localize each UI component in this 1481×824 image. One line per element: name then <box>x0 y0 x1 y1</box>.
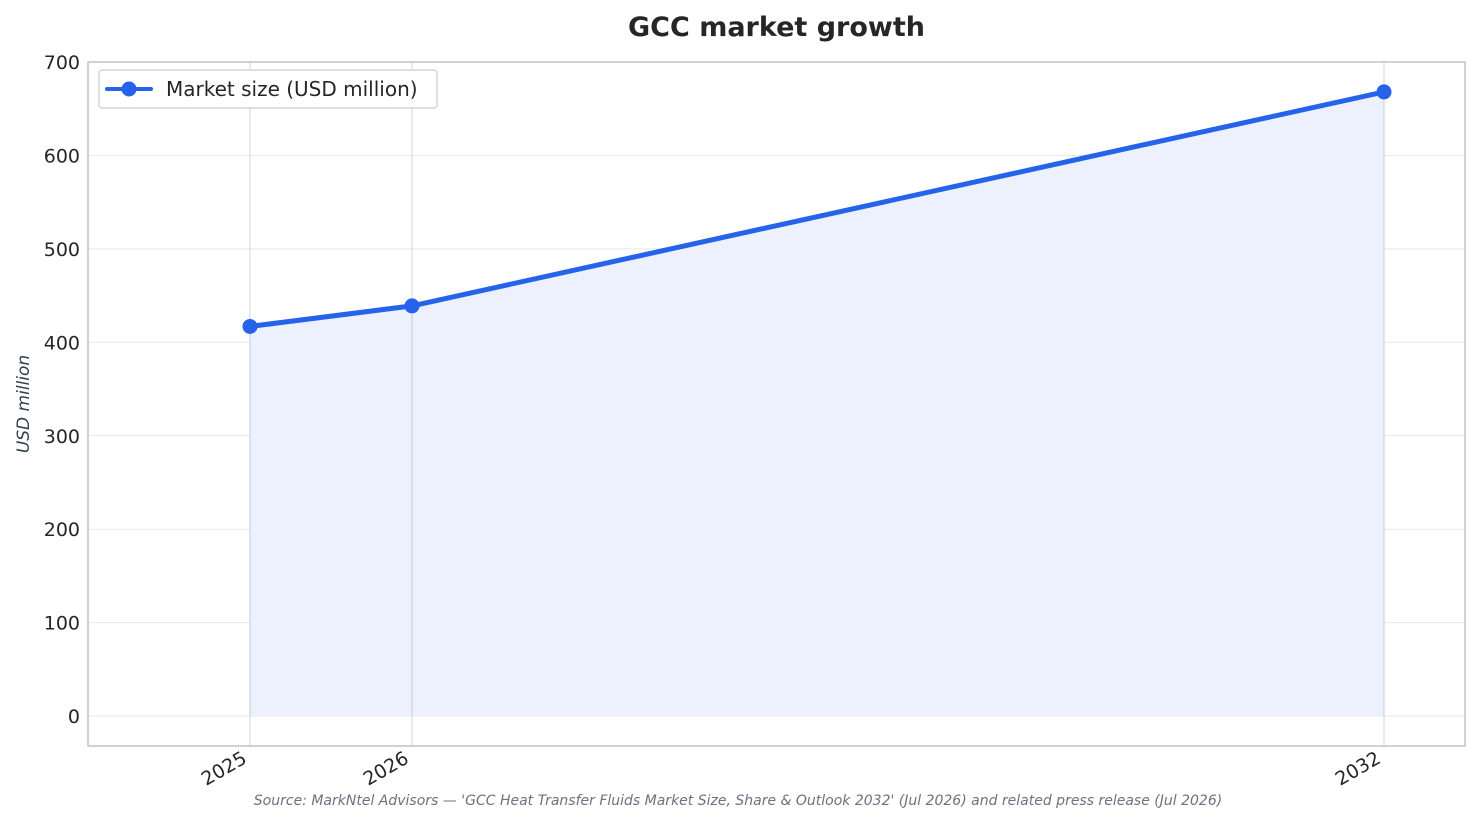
chart-title: GCC market growth <box>628 12 925 43</box>
data-markers <box>242 84 1392 334</box>
legend-marker-swatch <box>121 81 137 97</box>
y-tick-label: 400 <box>44 332 80 354</box>
plot-frame <box>87 61 1466 747</box>
y-tick-label: 100 <box>44 613 80 635</box>
y-tick-label: 700 <box>44 52 80 74</box>
y-tick-label: 600 <box>44 145 80 167</box>
data-point <box>404 298 420 314</box>
y-tick-labels: 0 100 200 300 400 500 600 700 <box>44 52 80 728</box>
data-point <box>1376 84 1392 100</box>
y-tick-label: 500 <box>44 239 80 261</box>
y-tick-label: 300 <box>44 426 80 448</box>
legend-box <box>98 69 438 109</box>
area-fill <box>250 91 1384 717</box>
legend: Market size (USD million) <box>98 69 438 109</box>
y-tick-label: 0 <box>68 706 80 728</box>
area-fill-group <box>249 91 1385 717</box>
legend-label: Market size (USD million) <box>166 77 418 101</box>
data-point <box>242 318 258 334</box>
source-note: Source: MarkNtel Advisors — 'GCC Heat Tr… <box>254 793 1222 809</box>
y-tick-label: 200 <box>44 519 80 541</box>
y-axis-label: USD million <box>14 355 34 453</box>
